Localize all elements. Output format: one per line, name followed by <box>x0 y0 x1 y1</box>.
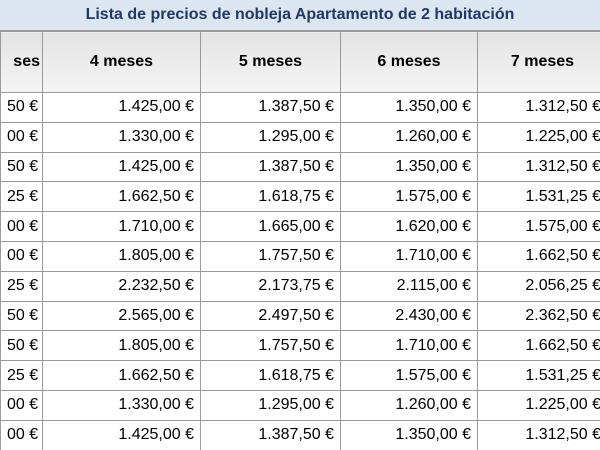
price-cell: 1.330,00 € <box>42 121 201 153</box>
price-cell: 1.531,25 € <box>477 181 600 213</box>
price-row: 50 €1.425,00 €1.387,50 €1.350,00 €1.312,… <box>0 92 600 123</box>
price-cell: 25 € <box>0 360 43 391</box>
price-cell: 1.260,00 € <box>340 389 478 421</box>
price-cell: 1.295,00 € <box>200 389 341 421</box>
price-cell: 2.173,75 € <box>200 270 341 302</box>
price-cell: 00 € <box>0 389 43 421</box>
price-cell: 50 € <box>0 300 43 332</box>
price-row: 25 €1.662,50 €1.618,75 €1.575,00 €1.531,… <box>0 181 600 213</box>
price-cell: 2.232,50 € <box>42 270 201 302</box>
price-cell: 1.225,00 € <box>477 389 600 421</box>
column-header: 7 meses <box>477 31 600 93</box>
price-cell: 1.425,00 € <box>42 151 201 183</box>
price-cell: 1.531,25 € <box>477 360 600 391</box>
price-cell: 00 € <box>0 240 43 272</box>
price-cell: 1.387,50 € <box>200 92 341 123</box>
price-cell: 1.387,50 € <box>200 151 341 183</box>
price-cell: 1.575,00 € <box>340 181 478 213</box>
price-cell: 1.805,00 € <box>42 240 201 272</box>
price-cell: 1.260,00 € <box>340 121 478 153</box>
price-cell: 1.710,00 € <box>42 211 201 242</box>
price-cell: 1.757,50 € <box>200 330 341 362</box>
price-cell: 1.710,00 € <box>340 330 478 362</box>
price-cell: 1.387,50 € <box>200 419 341 450</box>
price-row: 50 €1.805,00 €1.757,50 €1.710,00 €1.662,… <box>0 330 600 362</box>
price-cell: 1.425,00 € <box>42 92 201 123</box>
price-cell: 1.662,50 € <box>42 360 201 391</box>
price-cell: 25 € <box>0 270 43 302</box>
price-row: 00 €1.710,00 €1.665,00 €1.620,00 €1.575,… <box>0 211 600 242</box>
price-cell: 2.115,00 € <box>340 270 478 302</box>
price-cell: 1.575,00 € <box>340 360 478 391</box>
price-cell: 1.662,50 € <box>42 181 201 213</box>
price-cell: 1.618,75 € <box>200 360 341 391</box>
column-header: 5 meses <box>200 31 341 93</box>
price-cell: 1.350,00 € <box>340 92 478 123</box>
price-table: ses 4 meses 5 meses 6 meses 7 meses 50 €1.42… <box>0 31 600 450</box>
price-cell: 1.225,00 € <box>477 121 600 153</box>
price-cell: 1.575,00 € <box>477 211 600 242</box>
price-cell: 2.056,25 € <box>477 270 600 302</box>
price-cell: 1.425,00 € <box>42 419 201 450</box>
price-row: 00 €1.805,00 €1.757,50 €1.710,00 €1.662,… <box>0 240 600 272</box>
price-cell: 1.757,50 € <box>200 240 341 272</box>
table-title: Lista de precios de nobleja Apartamento … <box>0 0 600 31</box>
price-cell: 1.618,75 € <box>200 181 341 213</box>
price-cell: 1.312,50 € <box>477 92 600 123</box>
header-row: ses 4 meses 5 meses 6 meses 7 meses <box>0 31 600 93</box>
price-row: 25 €2.232,50 €2.173,75 €2.115,00 €2.056,… <box>0 270 600 302</box>
price-cell: 1.350,00 € <box>340 419 478 450</box>
price-cell: 1.662,50 € <box>477 240 600 272</box>
price-cell: 1.805,00 € <box>42 330 201 362</box>
price-cell: 2.362,50 € <box>477 300 600 332</box>
price-cell: 2.497,50 € <box>200 300 341 332</box>
price-cell: 00 € <box>0 419 43 450</box>
price-cell: 1.295,00 € <box>200 121 341 153</box>
price-row: 50 €2.565,00 €2.497,50 €2.430,00 €2.362,… <box>0 300 600 332</box>
price-row: 50 €1.425,00 €1.387,50 €1.350,00 €1.312,… <box>0 151 600 183</box>
price-row: 00 €1.330,00 €1.295,00 €1.260,00 €1.225,… <box>0 121 600 153</box>
price-cell: 25 € <box>0 181 43 213</box>
price-cell: 00 € <box>0 121 43 153</box>
price-cell: 50 € <box>0 92 43 123</box>
price-cell: 50 € <box>0 151 43 183</box>
price-cell: 1.330,00 € <box>42 389 201 421</box>
price-row: 25 €1.662,50 €1.618,75 €1.575,00 €1.531,… <box>0 360 600 391</box>
price-cell: 1.312,50 € <box>477 151 600 183</box>
price-row: 00 €1.330,00 €1.295,00 €1.260,00 €1.225,… <box>0 389 600 421</box>
price-cell: 50 € <box>0 330 43 362</box>
price-cell: 1.662,50 € <box>477 330 600 362</box>
column-header: 6 meses <box>340 31 478 93</box>
column-header: ses <box>0 31 43 93</box>
price-cell: 1.312,50 € <box>477 419 600 450</box>
price-cell: 1.620,00 € <box>340 211 478 242</box>
price-cell: 1.665,00 € <box>200 211 341 242</box>
price-cell: 2.565,00 € <box>42 300 201 332</box>
price-cell: 2.430,00 € <box>340 300 478 332</box>
price-cell: 1.710,00 € <box>340 240 478 272</box>
column-header: 4 meses <box>42 31 201 93</box>
price-cell: 00 € <box>0 211 43 242</box>
price-cell: 1.350,00 € <box>340 151 478 183</box>
price-row: 00 €1.425,00 €1.387,50 €1.350,00 €1.312,… <box>0 419 600 450</box>
